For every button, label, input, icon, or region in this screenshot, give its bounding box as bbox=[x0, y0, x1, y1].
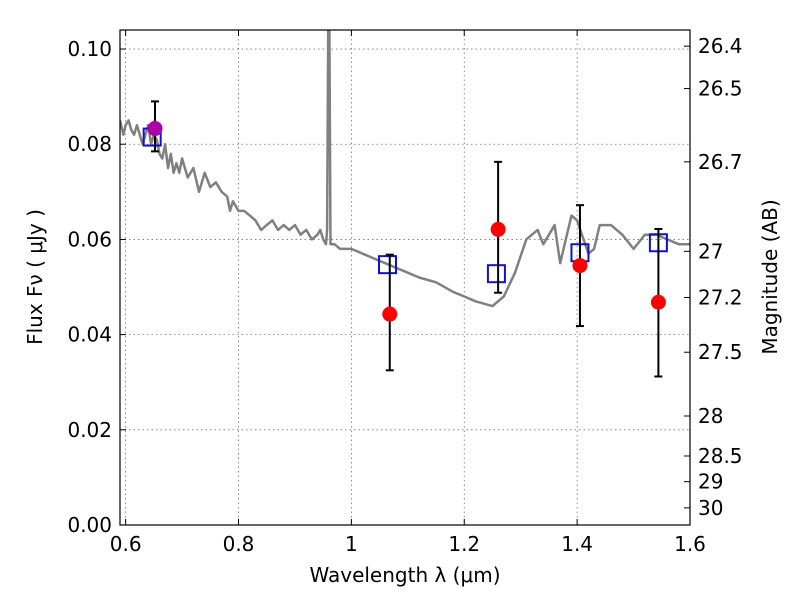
model-spectrum-line bbox=[120, 30, 690, 308]
data-layer bbox=[120, 30, 690, 308]
y-tick-label: 0.06 bbox=[67, 227, 112, 251]
x-tick-label: 1.4 bbox=[561, 532, 593, 556]
x-tick-label: 1 bbox=[345, 532, 358, 556]
y2-tick-label: 26.7 bbox=[698, 150, 743, 174]
observed-flux-point bbox=[490, 221, 506, 237]
y-axis-label: Flux Fν ( μJy ) bbox=[23, 209, 47, 345]
y-tick-label: 0.04 bbox=[67, 323, 112, 347]
x-axis-label: Wavelength λ (μm) bbox=[309, 563, 500, 587]
y2-tick-label: 27.2 bbox=[698, 285, 743, 309]
plot-frame bbox=[119, 29, 691, 526]
x-tick-label: 1.6 bbox=[674, 532, 706, 556]
y2-axis-label: Magnitude (AB) bbox=[758, 199, 782, 354]
errorbar-layer bbox=[142, 100, 668, 378]
observed-flux-point bbox=[572, 258, 588, 274]
grid-lines bbox=[120, 30, 690, 525]
y-tick-label: 0.10 bbox=[67, 37, 112, 61]
y2-tick-label: 29 bbox=[698, 470, 723, 494]
y2-tick-label: 28 bbox=[698, 404, 723, 428]
y2-tick-label: 27.5 bbox=[698, 340, 743, 364]
model-flux-square bbox=[378, 255, 398, 275]
y-tick-label: 0.00 bbox=[67, 513, 112, 537]
y2-tick-label: 28.5 bbox=[698, 444, 743, 468]
observed-flux-point-magenta bbox=[147, 121, 163, 137]
y2-tick-label: 26.4 bbox=[698, 34, 743, 58]
observed-flux-point bbox=[382, 306, 398, 322]
tick-layer: 0.6 0.8 1 1.2 1.4 1.6 0.00 0.02 0.04 0.06 0.08 0.10… bbox=[67, 30, 743, 556]
x-tick-label: 1.2 bbox=[448, 532, 480, 556]
y2-tick-label: 30 bbox=[698, 496, 723, 520]
y-tick-label: 0.08 bbox=[67, 132, 112, 156]
x-tick-label: 0.6 bbox=[110, 532, 142, 556]
observed-flux-point bbox=[650, 294, 666, 310]
y-tick-label: 0.02 bbox=[67, 418, 112, 442]
x-tick-label: 0.8 bbox=[223, 532, 255, 556]
y2-tick-label: 27 bbox=[698, 239, 723, 263]
model-flux-square bbox=[486, 264, 506, 284]
y2-tick-label: 26.5 bbox=[698, 77, 743, 101]
